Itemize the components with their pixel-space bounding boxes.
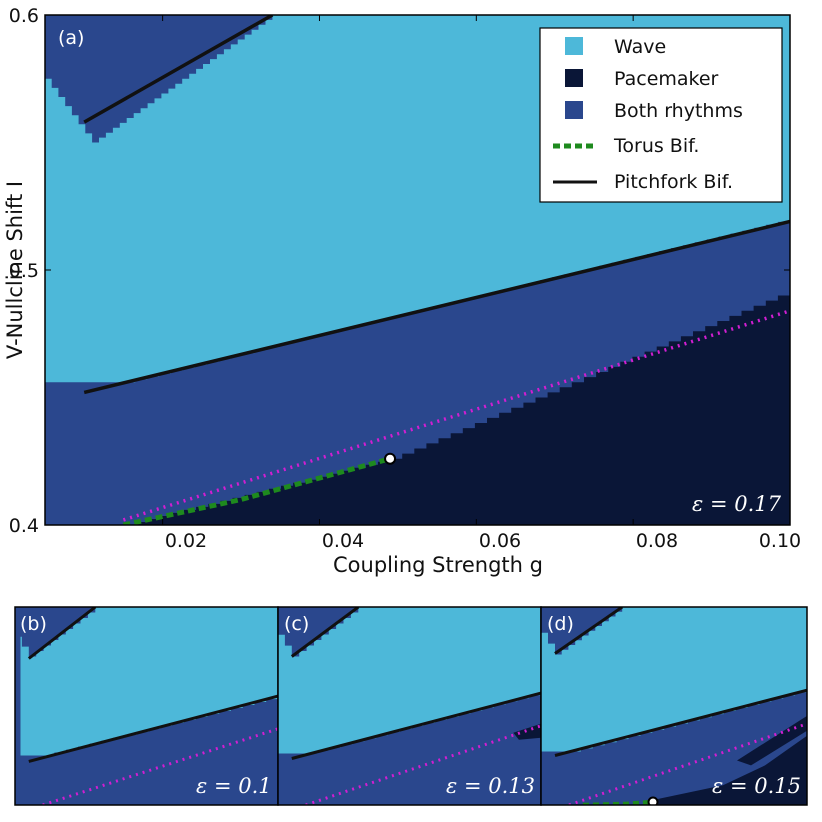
wave-region xyxy=(541,607,807,752)
legend: Wave Pacemaker Both rhythms Torus Bif. P… xyxy=(539,27,783,203)
magenta-dotted-curve xyxy=(122,309,790,522)
pacemaker-region xyxy=(123,290,790,525)
ytick-label: 0.5 xyxy=(9,260,39,282)
pitchfork-line-lower xyxy=(28,694,278,763)
xtick-label: 0.04 xyxy=(322,530,364,552)
legend-swatch-wave xyxy=(565,37,583,55)
legend-swatch-pacemaker xyxy=(565,69,583,87)
torus-bif-curve xyxy=(122,456,391,525)
epsilon-label-b: ε = 0.1 xyxy=(196,774,272,798)
pacemaker-region xyxy=(513,723,541,740)
epsilon-label-a: ε = 0.17 xyxy=(692,492,782,516)
xtick-label: 0.10 xyxy=(759,530,801,552)
panel-d: (d) ε = 0.15 xyxy=(540,606,808,806)
legend-label-pacemaker: Pacemaker xyxy=(614,68,719,90)
panel-c: (c) ε = 0.13 xyxy=(277,606,542,806)
pacemaker-region xyxy=(737,715,807,766)
xtick-label: 0.08 xyxy=(636,530,678,552)
legend-label-both: Both rhythms xyxy=(614,100,743,122)
legend-label-torus: Torus Bif. xyxy=(613,135,699,157)
legend-label-wave: Wave xyxy=(614,36,666,58)
panel-label-c: (c) xyxy=(284,613,309,635)
torus-endpoint-marker xyxy=(647,796,659,805)
y-axis-label: V-Nullcline Shift I xyxy=(3,181,27,359)
x-axis-label: Coupling Strength g xyxy=(333,553,543,577)
pitchfork-line-lower xyxy=(554,688,807,757)
epsilon-label-c: ε = 0.13 xyxy=(446,774,535,798)
pitchfork-line-upper xyxy=(27,607,97,660)
wave-region xyxy=(278,607,541,754)
panel-label-a: (a) xyxy=(58,27,84,49)
xtick-label: 0.06 xyxy=(479,530,521,552)
xtick-label: 0.02 xyxy=(165,530,207,552)
legend-label-pitchfork: Pitchfork Bif. xyxy=(614,171,733,193)
epsilon-label-d: ε = 0.15 xyxy=(712,774,801,798)
pitchfork-line-upper xyxy=(290,607,360,658)
panel-label-b: (b) xyxy=(20,613,47,635)
pitchfork-line-lower xyxy=(83,219,790,395)
ytick-label: 0.4 xyxy=(9,515,39,537)
torus-endpoint-marker xyxy=(384,452,397,465)
panel-a: (a) ε = 0.17 Wave Pacemaker Both rhythms… xyxy=(3,5,801,577)
pitchfork-line-lower xyxy=(291,691,541,760)
legend-swatch-both xyxy=(565,101,583,119)
panel-label-d: (d) xyxy=(547,613,574,635)
pitchfork-line-upper xyxy=(83,15,274,124)
pacemaker-region xyxy=(653,735,807,805)
ytick-label: 0.6 xyxy=(9,5,39,27)
axis-ticks xyxy=(45,15,790,525)
pitchfork-line-upper xyxy=(554,607,624,655)
panel-b: (b) ε = 0.1 xyxy=(14,606,279,806)
wave-region xyxy=(20,607,278,756)
